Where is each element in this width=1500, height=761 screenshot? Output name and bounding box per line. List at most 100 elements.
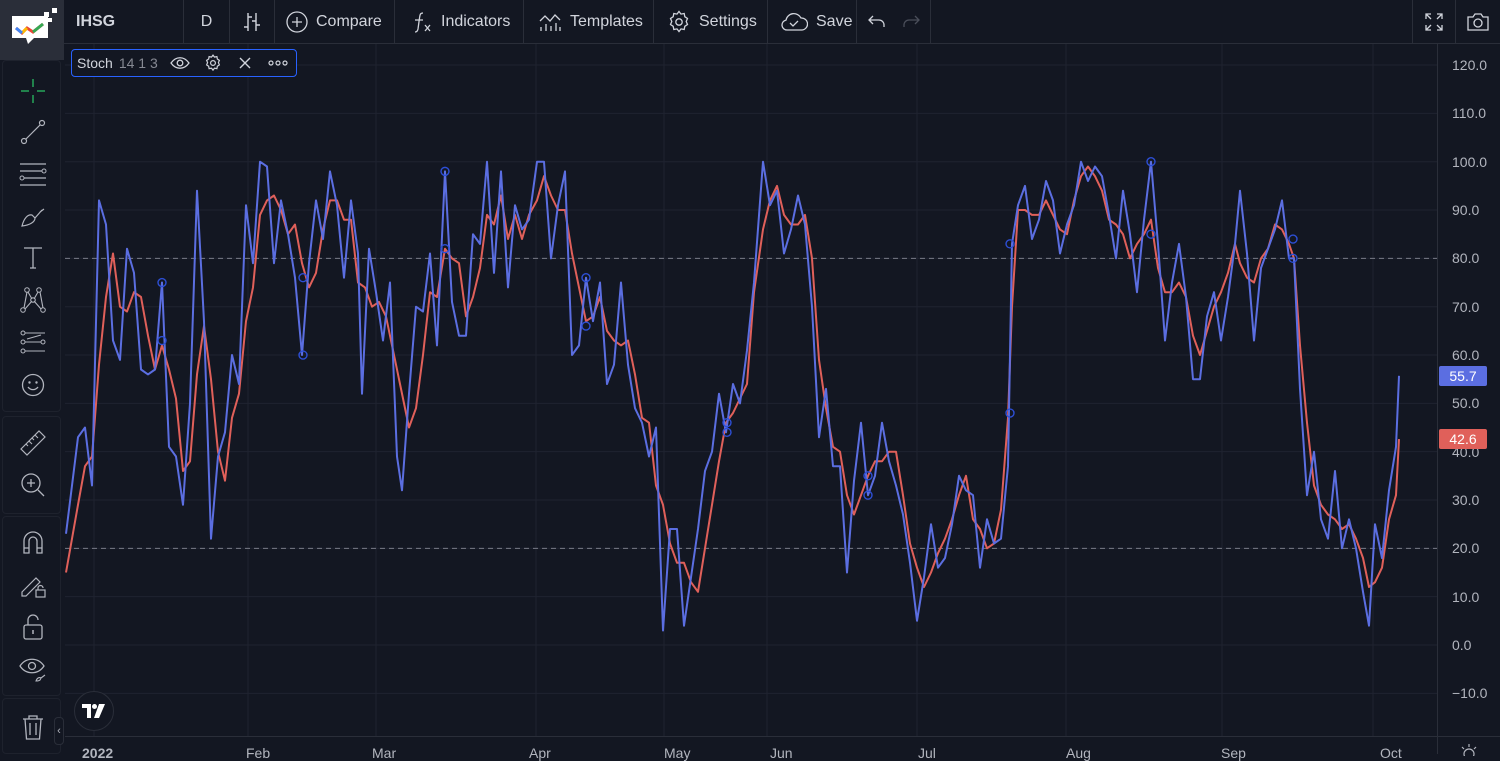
gear-icon[interactable] [204, 54, 222, 72]
drawing-tools-group [2, 60, 61, 412]
ruler-icon [20, 430, 46, 456]
indicator-params: 14 1 3 [118, 55, 158, 71]
price-axis[interactable]: 120.0 110.0 100.0 90.0 80.0 70.0 60.0 50.0 40.0 3… [1437, 44, 1500, 736]
screenshot-button[interactable] [1456, 0, 1500, 43]
app-logo[interactable] [0, 0, 64, 60]
text-icon [24, 247, 42, 269]
y-tick-label: 60.0 [1452, 347, 1480, 364]
interval-button[interactable]: D [184, 0, 230, 43]
tradingview-watermark[interactable] [74, 691, 114, 731]
unlock-icon [23, 614, 43, 640]
pattern-tool[interactable] [17, 284, 49, 316]
x-tick-label: May [664, 745, 691, 761]
ruler-tool[interactable] [17, 427, 49, 459]
settings-button[interactable]: Settings [654, 0, 768, 43]
x-tick-label: Feb [246, 745, 271, 761]
trend-line-tool[interactable] [17, 116, 49, 148]
zoom-in-tool[interactable] [17, 469, 49, 501]
x-tick-label: Jul [918, 745, 936, 761]
y-tick-label: 20.0 [1452, 540, 1480, 557]
k-value-badge: 55.7 [1439, 365, 1487, 386]
close-icon[interactable] [238, 56, 252, 70]
collapse-toolbar-button[interactable]: ‹ [54, 717, 64, 745]
emoji-tool[interactable] [17, 369, 49, 401]
trend-line-icon [20, 119, 46, 145]
more-icon[interactable] [268, 59, 288, 67]
cloud-check-icon [781, 12, 808, 31]
prediction-tool[interactable] [17, 326, 49, 358]
y-tick-label: 30.0 [1452, 492, 1480, 508]
crosshair-tool[interactable] [17, 75, 49, 107]
save-button[interactable]: Save [768, 0, 857, 43]
indicators-label: Indicators [441, 12, 511, 30]
y-tick-label: 10.0 [1452, 588, 1480, 605]
undo-icon[interactable] [867, 14, 887, 30]
k-line-series [65, 160, 1400, 632]
text-tool[interactable] [17, 242, 49, 274]
lock-all-tool[interactable] [17, 611, 49, 643]
chart-type-button[interactable] [230, 0, 275, 43]
indicators-button[interactable]: Indicators [395, 0, 524, 43]
y-tick-label: 120.0 [1452, 57, 1488, 74]
symbol-search[interactable]: IHSG [64, 0, 184, 43]
magnet-tool[interactable] [17, 527, 49, 559]
smiley-icon [21, 373, 45, 397]
x-tick-label: Sep [1221, 745, 1246, 761]
magnet-icon [23, 531, 43, 554]
fib-tool[interactable] [17, 158, 49, 190]
compare-button[interactable]: Compare [275, 0, 395, 43]
function-icon [414, 11, 431, 33]
axis-settings-button[interactable] [1437, 736, 1500, 756]
x-tick-label: Mar [372, 745, 397, 761]
band-lines [65, 257, 1437, 549]
x-tick-label: Jun [770, 745, 793, 761]
stochastic-chart[interactable] [65, 44, 1437, 736]
drawing-toolbar [0, 60, 61, 754]
measure-group [2, 416, 61, 514]
eye-brush-icon [19, 658, 46, 682]
y-tick-label: 70.0 [1452, 298, 1480, 315]
horizontal-lines-icon [19, 163, 47, 186]
gear-icon [669, 9, 689, 33]
x-tick-label: Apr [529, 745, 551, 761]
x-tick-label: Aug [1066, 745, 1091, 761]
symbol-label: IHSG [76, 12, 116, 30]
plus-circle-icon [286, 10, 308, 33]
indicator-legend[interactable]: Stoch 14 1 3 [71, 49, 297, 77]
y-tick-label: 80.0 [1452, 250, 1480, 267]
pencil-lock-icon [21, 577, 46, 598]
remove-drawings-tool[interactable] [17, 711, 49, 743]
indicator-name: Stoch [77, 55, 113, 71]
zoom-in-icon [21, 473, 45, 497]
save-label: Save [816, 12, 853, 30]
trash-group [2, 698, 61, 754]
pattern-icon [20, 287, 46, 313]
y-tick-label: 110.0 [1452, 105, 1486, 122]
bars-chart-icon [244, 12, 260, 31]
chart-pane[interactable] [65, 44, 1437, 736]
settings-label: Settings [699, 12, 757, 30]
camera-icon [1467, 12, 1489, 31]
fullscreen-icon [1425, 12, 1443, 31]
eye-icon[interactable] [169, 56, 190, 70]
y-tick-label: 0.0 [1452, 637, 1472, 653]
undo-redo-group [857, 0, 931, 43]
grid-lines [65, 44, 1437, 736]
fullscreen-button[interactable] [1412, 0, 1456, 43]
y-tick-label: 90.0 [1452, 202, 1480, 219]
crosshair-icon [21, 79, 45, 103]
templates-icon [539, 13, 561, 31]
y-tick-label: 50.0 [1452, 395, 1480, 412]
hide-drawings-tool[interactable] [17, 653, 49, 685]
x-tick-label: Oct [1380, 745, 1402, 761]
lock-drawings-tool[interactable] [17, 569, 49, 601]
templates-button[interactable]: Templates [524, 0, 654, 43]
time-axis[interactable]: 2022 Feb Mar Apr May Jun Jul Aug Sep Oct [65, 736, 1437, 761]
tv-logo-icon [82, 704, 105, 718]
brush-tool[interactable] [17, 200, 49, 232]
trash-icon [23, 715, 43, 740]
interval-label: D [200, 12, 213, 30]
y-tick-label: 100.0 [1452, 153, 1488, 170]
redo-icon[interactable] [901, 14, 921, 30]
compare-label: Compare [316, 12, 382, 30]
